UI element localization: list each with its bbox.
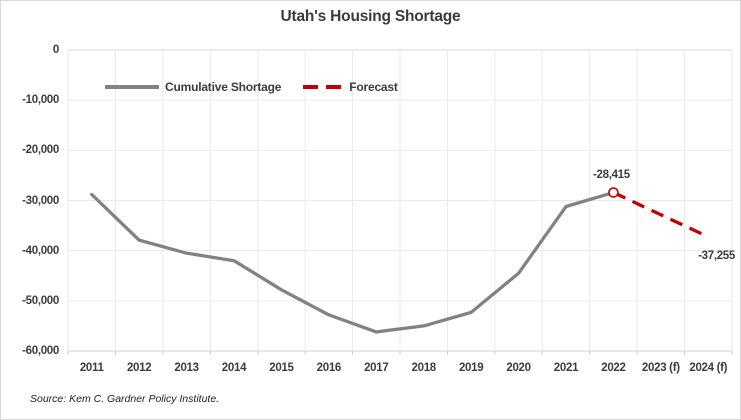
legend: Cumulative Shortage Forecast xyxy=(105,80,398,94)
legend-label-forecast: Forecast xyxy=(349,80,398,94)
chart-title: Utah's Housing Shortage xyxy=(280,8,461,25)
source-note: Source: Kem C. Gardner Policy Institute. xyxy=(30,393,220,405)
legend-label-cumulative-shortage: Cumulative Shortage xyxy=(165,80,282,94)
legend-dashed-line-swatch xyxy=(303,85,343,89)
legend-solid-line-swatch xyxy=(105,85,159,89)
data-label-2024-forecast: -37,255 xyxy=(698,249,735,262)
data-label-2022: -28,415 xyxy=(592,168,630,181)
